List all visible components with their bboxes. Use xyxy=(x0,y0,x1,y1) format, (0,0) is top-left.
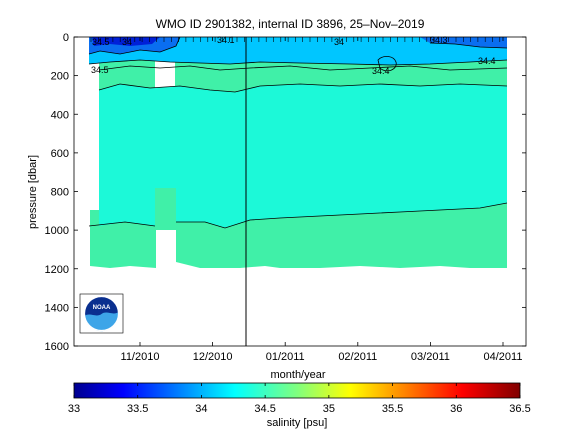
x-tick-label-5: 04/2011 xyxy=(484,351,523,363)
y-tick-label-1: 200 xyxy=(51,71,69,83)
contour-label-8: 34.3 xyxy=(430,35,448,45)
contour-label-3: 34 xyxy=(122,37,132,47)
y-axis-label: pressure [dbar] xyxy=(27,155,39,229)
y-axis: 0 200 400 600 800 1000 1200 1400 1600 xyxy=(45,32,526,353)
colorbar-label: salinity [psu] xyxy=(267,417,328,429)
colorbar-tick-label-1: 33.5 xyxy=(127,403,148,415)
contour-label-2: 34.5 xyxy=(91,65,109,75)
contour-eddy xyxy=(377,56,397,72)
x-tick-label-2: 01/2011 xyxy=(266,351,305,363)
colorbar-ticks: 33 33.5 34 34.5 35 35.5 36 36.5 xyxy=(68,383,531,415)
y-tick-label-8: 1600 xyxy=(45,341,69,353)
y-tick-label-6: 1200 xyxy=(45,264,69,276)
colorbar-tick-label-3: 34.5 xyxy=(254,403,275,415)
contour-surface xyxy=(88,37,181,55)
x-tick-label-0: 11/2010 xyxy=(121,351,160,363)
noaa-logo: NOAA xyxy=(79,293,124,334)
y-tick-label-2: 400 xyxy=(51,109,69,121)
colorbar xyxy=(73,382,521,399)
contour-label-7: 34.4 xyxy=(478,56,496,66)
y-tick-label-7: 1400 xyxy=(45,302,69,314)
contour-label-1: 34.5 xyxy=(92,37,110,47)
contour-300dbar xyxy=(98,83,508,93)
colorbar-tick-label-4: 35 xyxy=(323,403,335,415)
y-tick-label-5: 1000 xyxy=(45,225,69,237)
intermediate-salinity-region xyxy=(99,84,507,228)
x-tick-label-1: 12/2010 xyxy=(193,351,233,363)
x-axis-label: month/year xyxy=(270,369,325,381)
contour-label-6: 34.4 xyxy=(372,66,390,76)
y-tick-label-3: 600 xyxy=(51,148,69,160)
colorbar-tick-label-2: 34 xyxy=(195,403,207,415)
colorbar-tick-label-7: 36.5 xyxy=(509,403,530,415)
contour-surface-east xyxy=(429,42,508,49)
contour-label-4: 34.1 xyxy=(217,35,235,45)
chart-title: WMO ID 2901382, internal ID 3896, 25–Nov… xyxy=(156,17,425,31)
y-tick-label-4: 800 xyxy=(51,187,69,199)
surface-freshest-pocket xyxy=(92,37,160,46)
colorbar-tick-label-5: 35.5 xyxy=(382,403,403,415)
contour-lines xyxy=(88,37,508,229)
upper-salinity-region xyxy=(89,37,507,65)
contour-upper xyxy=(88,59,508,66)
x-tick-label-3: 02/2011 xyxy=(338,351,377,363)
contour-upper-2 xyxy=(98,65,508,71)
contour-950dbar xyxy=(88,202,508,229)
x-tick-label-4: 03/2011 xyxy=(411,351,450,363)
salinity-field xyxy=(89,37,507,268)
y-tick-label-0: 0 xyxy=(63,32,69,44)
profile-ticks xyxy=(90,37,501,42)
colorbar-tick-label-6: 36 xyxy=(450,403,462,415)
x-axis: 11/2010 12/2010 01/2011 02/2011 03/2011 04/20… xyxy=(121,37,523,363)
colorbar-tick-label-0: 33 xyxy=(68,403,80,415)
noaa-logo-text: NOAA xyxy=(93,305,111,311)
data-gap xyxy=(89,37,99,210)
